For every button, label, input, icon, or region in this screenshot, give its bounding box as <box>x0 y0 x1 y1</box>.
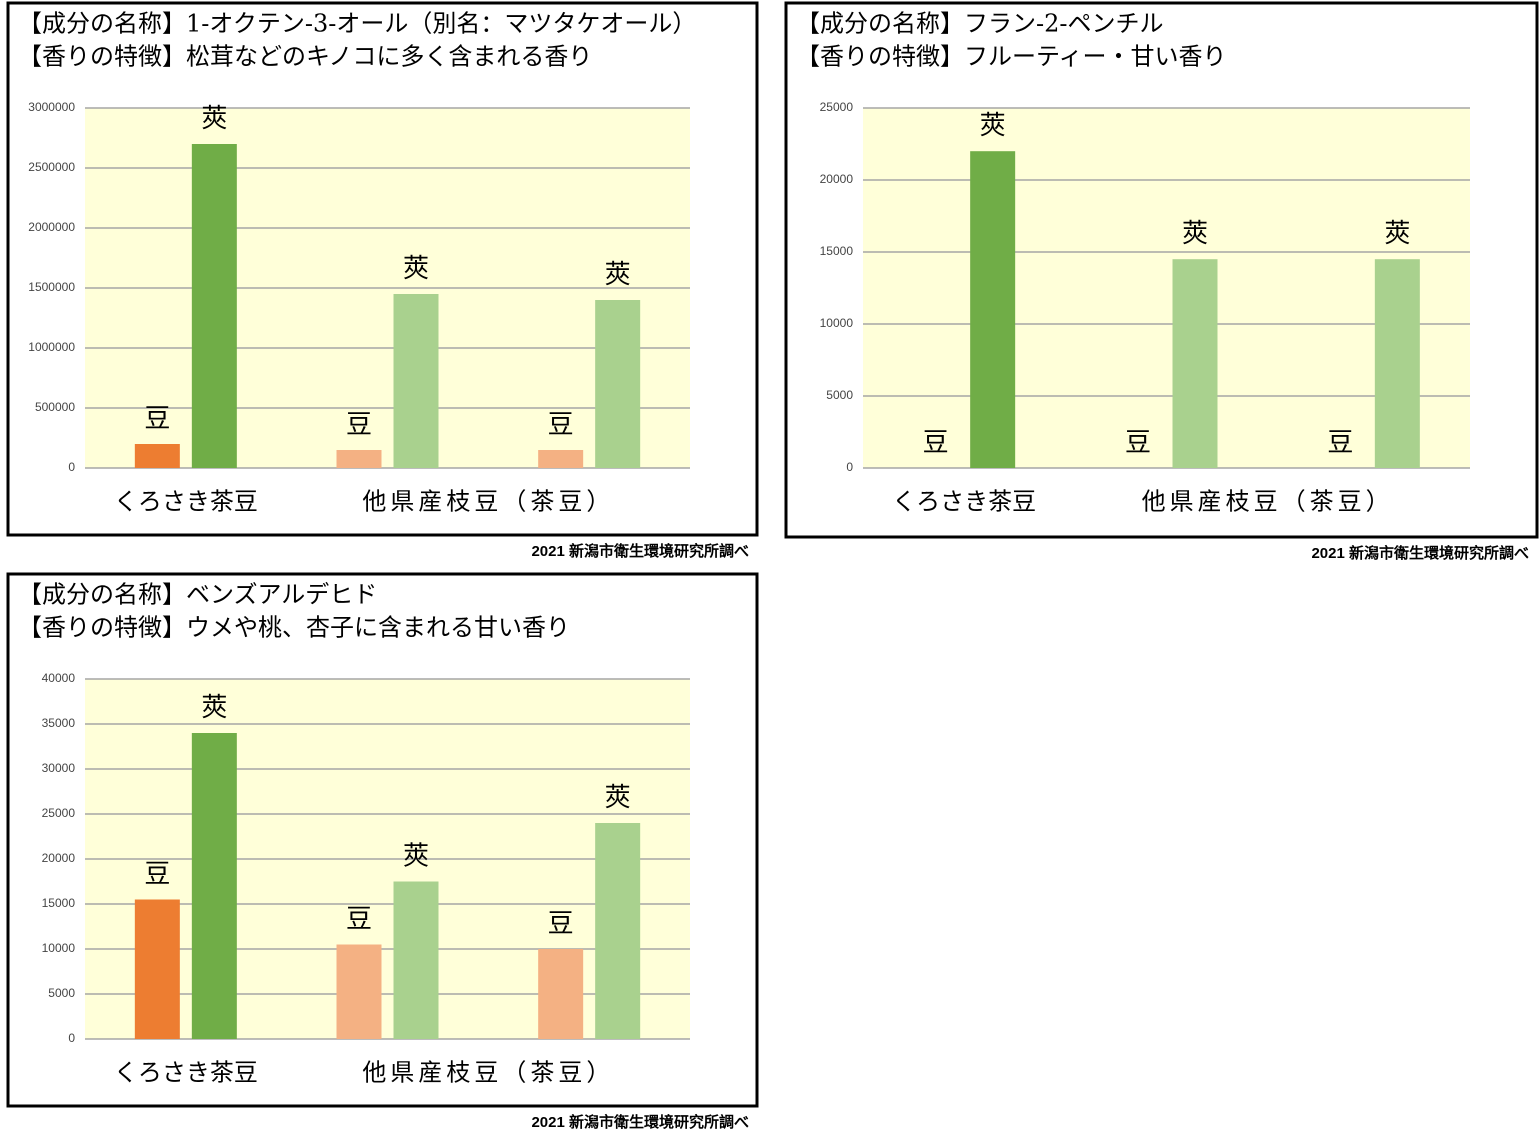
y-tick-label: 5000 <box>826 388 853 402</box>
y-tick-label: 25000 <box>42 806 76 820</box>
bar <box>1172 259 1218 468</box>
bar-series-label: 豆 <box>1125 428 1151 458</box>
bar <box>336 450 382 468</box>
bar <box>1374 259 1420 468</box>
bar-series-label: 豆 <box>1327 428 1353 458</box>
bar-series-label: 豆 <box>923 428 949 458</box>
bar <box>191 733 237 1039</box>
bar-series-label: 莢 <box>201 104 227 134</box>
y-tick-label: 1500000 <box>28 280 75 294</box>
y-tick-label: 0 <box>68 1031 75 1045</box>
bar-series-label: 莢 <box>980 111 1006 141</box>
y-tick-label: 15000 <box>42 896 76 910</box>
y-tick-label: 0 <box>68 460 75 474</box>
bar <box>595 823 641 1039</box>
y-tick-label: 3000000 <box>28 100 75 114</box>
category-group-label: くろさき茶豆 <box>114 1059 258 1087</box>
y-tick-label: 500000 <box>35 400 75 414</box>
y-tick-label: 35000 <box>42 716 76 730</box>
chart-title: 【成分の名称】ベンズアルデヒド <box>18 581 377 609</box>
category-group-label: くろさき茶豆 <box>114 488 258 516</box>
bar <box>538 949 584 1039</box>
y-tick-label: 10000 <box>820 316 854 330</box>
chart-title: 【成分の名称】1-オクテン-3-オール（別名：マツタケオール） <box>18 10 696 38</box>
bar <box>595 300 641 468</box>
bar <box>134 899 180 1039</box>
chart-subtitle: 【香りの特徴】松茸などのキノコに多く含まれる香り <box>18 43 592 71</box>
bar <box>393 881 439 1039</box>
bar <box>393 294 439 468</box>
bar-series-label: 豆 <box>346 905 372 935</box>
y-tick-label: 20000 <box>42 851 76 865</box>
source-note: 2021 新潟市衛生環境研究所調べ <box>531 1113 749 1131</box>
y-tick-label: 2500000 <box>28 160 75 174</box>
y-tick-label: 15000 <box>820 244 854 258</box>
y-tick-label: 10000 <box>42 941 76 955</box>
bar-series-label: 豆 <box>346 410 372 440</box>
chart-title: 【成分の名称】フラン-2-ペンチル <box>796 10 1164 38</box>
bar <box>134 444 180 468</box>
bar <box>336 944 382 1039</box>
y-tick-label: 2000000 <box>28 220 75 234</box>
bar-series-label: 莢 <box>201 693 227 723</box>
category-group-label: 他県産枝豆（茶豆） <box>362 488 614 516</box>
category-group-label: 他県産枝豆（茶豆） <box>362 1059 614 1087</box>
source-note: 2021 新潟市衛生環境研究所調べ <box>531 542 749 560</box>
bar <box>538 450 584 468</box>
category-group-label: 他県産枝豆（茶豆） <box>1142 488 1394 516</box>
bar-series-label: 莢 <box>403 254 429 284</box>
bar-series-label: 豆 <box>144 860 170 890</box>
bar-series-label: 莢 <box>605 260 631 290</box>
bar-series-label: 莢 <box>1384 219 1410 249</box>
plot-area <box>863 108 1470 468</box>
y-tick-label: 20000 <box>820 172 854 186</box>
category-group-label: くろさき茶豆 <box>892 488 1036 516</box>
bar-series-label: 豆 <box>548 410 574 440</box>
bar-series-label: 莢 <box>605 783 631 813</box>
y-tick-label: 1000000 <box>28 340 75 354</box>
chart-subtitle: 【香りの特徴】ウメや桃、杏子に含まれる甘い香り <box>18 614 570 642</box>
y-tick-label: 5000 <box>48 986 75 1000</box>
bar <box>970 151 1016 468</box>
y-tick-label: 40000 <box>42 671 76 685</box>
bar-series-label: 豆 <box>548 909 574 939</box>
bar-series-label: 莢 <box>403 842 429 872</box>
chart-subtitle: 【香りの特徴】フルーティー・甘い香り <box>796 43 1227 71</box>
source-note: 2021 新潟市衛生環境研究所調べ <box>1311 544 1529 562</box>
bar-series-label: 莢 <box>1182 219 1208 249</box>
bar-series-label: 豆 <box>144 404 170 434</box>
y-tick-label: 0 <box>846 460 853 474</box>
bar <box>191 144 237 468</box>
y-tick-label: 30000 <box>42 761 76 775</box>
y-tick-label: 25000 <box>820 100 854 114</box>
